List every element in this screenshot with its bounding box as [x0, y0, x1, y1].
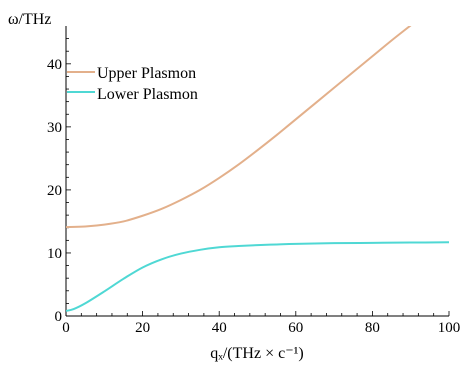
x-tick-label: 0 — [62, 320, 70, 336]
y-tick-label: 40 — [47, 57, 62, 73]
ticks — [65, 38, 450, 317]
axes: 0 10 20 30 40 0 20 40 60 80 100 — [47, 26, 460, 336]
legend-label-upper-plasmon: Upper Plasmon — [97, 65, 196, 82]
x-tick-label: 60 — [288, 320, 303, 336]
x-tick-label: 20 — [135, 320, 150, 336]
series-line-lower-plasmon — [66, 241, 449, 312]
legend: Upper Plasmon Lower Plasmon — [67, 65, 198, 103]
x-tick-label: 100 — [438, 320, 461, 336]
y-tick-label: 0 — [55, 309, 63, 325]
y-tick-label: 20 — [47, 183, 62, 199]
y-tick-label: 30 — [47, 120, 62, 136]
y-tick-label: 10 — [47, 246, 62, 262]
x-tick-label: 80 — [365, 320, 380, 336]
tick-labels: 0 10 20 30 40 0 20 40 60 80 100 — [47, 57, 460, 336]
x-tick-label: 40 — [212, 320, 227, 336]
y-axis-label: ω/THz — [8, 11, 51, 28]
x-axis-label: qₓ/(THz × c⁻¹) — [210, 345, 304, 362]
legend-label-lower-plasmon: Lower Plasmon — [97, 86, 198, 103]
series-line-upper-plasmon — [66, 26, 412, 229]
series-layer — [66, 26, 449, 312]
